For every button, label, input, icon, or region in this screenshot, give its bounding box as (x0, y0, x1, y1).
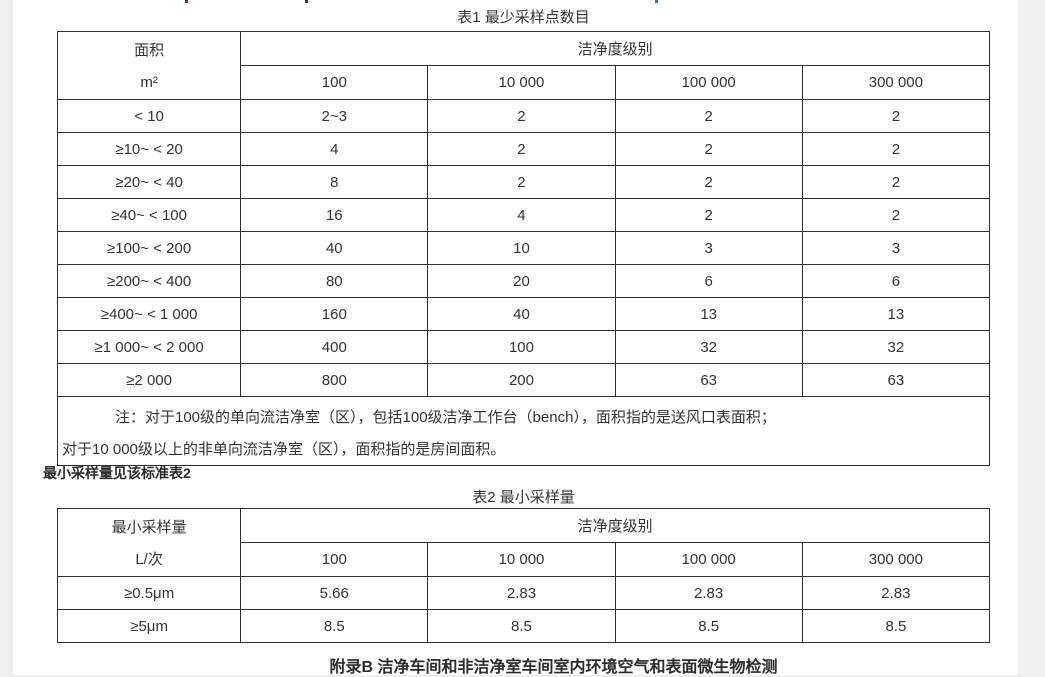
table1-row: ≥40~ < 100 16 4 2 2 (56, 198, 991, 232)
area-range-cell: ≥100~ < 200 (56, 231, 242, 265)
table1-row: ≥100~ < 200 40 10 3 3 (56, 231, 991, 265)
value-cell: 160 (240, 297, 429, 331)
value-cell: 32 (614, 330, 803, 364)
value-cell: 4 (427, 198, 616, 232)
table1-group-header: 洁净度级别 (240, 31, 990, 66)
table2-corner-line1: 最小采样量 (111, 519, 187, 536)
class-header-cell: 100 000 (614, 65, 803, 100)
area-range-cell: ≥400~ < 1 000 (56, 297, 242, 331)
area-range-cell: ≥1 000~ < 2 000 (56, 330, 242, 364)
value-cell: 32 (801, 330, 991, 364)
value-cell: 2.83 (614, 576, 803, 610)
class-header-cell: 100 (240, 542, 429, 577)
table1-row: ≥20~ < 40 8 2 2 2 (56, 165, 991, 199)
value-cell: 2 (614, 99, 803, 133)
value-cell: 2 (427, 165, 616, 199)
particle-size-cell: ≥0.5μm (56, 576, 242, 610)
value-cell: 8.5 (240, 609, 429, 643)
class-header-cell: 300 000 (801, 65, 991, 100)
table2-header-row-1: 最小采样量 L/次 洁净度级别 (56, 508, 990, 577)
value-cell: 3 (614, 231, 803, 265)
value-cell: 40 (240, 231, 429, 265)
value-cell: 2.83 (427, 576, 616, 610)
table1-header-row-1: 面积 m² 洁净度级别 (56, 31, 990, 100)
table1-title: 表1 最少采样点数目 (457, 9, 590, 26)
value-cell: 63 (801, 363, 991, 397)
table2-row: ≥0.5μm 5.66 2.83 2.83 2.83 (56, 576, 991, 610)
value-cell: 2 (427, 99, 616, 133)
value-cell: 63 (614, 363, 803, 397)
table1-sampling-points: 面积 m² 洁净度级别 100 10 000 100 000 300 000 <… (56, 31, 991, 466)
value-cell: 8.5 (801, 609, 991, 643)
value-cell: 2 (614, 165, 803, 199)
table1-row: < 10 2~3 2 2 2 (56, 99, 991, 133)
appendix-heading: 附录B 洁净车间和非洁净室车间室内环境空气和表面微生物检测 (329, 659, 778, 676)
table1-corner-line2: m² (140, 73, 158, 91)
class-header-cell: 100 (240, 65, 429, 100)
value-cell: 2 (801, 165, 991, 199)
table1-corner-line1: 面积 (134, 41, 165, 59)
table1-corner-cell: 面积 m² (56, 31, 242, 100)
value-cell: 13 (801, 297, 991, 331)
value-cell: 2 (801, 198, 991, 232)
value-cell: 2 (801, 132, 991, 166)
value-cell: 20 (427, 264, 616, 298)
class-header-cell: 300 000 (801, 542, 991, 577)
class-header-cell: 10 000 (427, 65, 616, 100)
note-line1: 注：对于100级的单向流洁净室（区），包括100级洁净工作台（bench），面积… (115, 409, 776, 426)
value-cell: 2 (427, 132, 616, 166)
table2-corner-cell: 最小采样量 L/次 (56, 508, 242, 577)
value-cell: 13 (614, 297, 803, 331)
table1-row: ≥10~ < 20 4 2 2 2 (56, 132, 991, 166)
note-line2: 对于10 000级以上的非单向流洁净室（区），面积指的是房间面积。 (62, 441, 506, 458)
table1-note-cell: 注：对于100级的单向流洁净室（区），包括100级洁净工作台（bench），面积… (57, 396, 990, 466)
value-cell: 2~3 (240, 99, 429, 133)
table1-row: ≥200~ < 400 80 20 6 6 (56, 264, 991, 298)
text-fragment-mark (185, 0, 188, 3)
value-cell: 200 (427, 363, 616, 397)
value-cell: 2 (614, 198, 803, 232)
value-cell: 8.5 (427, 609, 616, 643)
value-cell: 2 (614, 132, 803, 166)
value-cell: 16 (240, 198, 429, 232)
value-cell: 3 (801, 231, 991, 265)
value-cell: 2 (801, 99, 991, 133)
text-fragment-mark (305, 0, 308, 3)
value-cell: 2.83 (801, 576, 991, 610)
class-header-cell: 100 000 (614, 542, 803, 577)
value-cell: 400 (240, 330, 429, 364)
value-cell: 8.5 (614, 609, 803, 643)
table2-group-header: 洁净度级别 (240, 508, 990, 543)
area-range-cell: < 10 (56, 99, 242, 133)
table1-row: ≥1 000~ < 2 000 400 100 32 32 (56, 330, 991, 364)
area-range-cell: ≥20~ < 40 (56, 165, 242, 199)
value-cell: 4 (240, 132, 429, 166)
area-range-cell: ≥200~ < 400 (56, 264, 242, 298)
area-range-cell: ≥2 000 (56, 363, 242, 397)
particle-size-cell: ≥5μm (56, 609, 242, 643)
area-range-cell: ≥40~ < 100 (56, 198, 242, 232)
value-cell: 800 (240, 363, 429, 397)
value-cell: 40 (427, 297, 616, 331)
value-cell: 6 (614, 264, 803, 298)
text-fragment-mark (655, 0, 658, 3)
value-cell: 5.66 (240, 576, 429, 610)
class-header-cell: 10 000 (427, 542, 616, 577)
document-page: 表1 最少采样点数目 面积 m² 洁净度级别 100 10 000 100 00… (13, 0, 1018, 676)
value-cell: 6 (801, 264, 991, 298)
value-cell: 10 (427, 231, 616, 265)
table1-note-row: 注：对于100级的单向流洁净室（区），包括100级洁净工作台（bench），面积… (57, 396, 990, 466)
area-range-cell: ≥10~ < 20 (56, 132, 242, 166)
between-heading: 最小采样量见该标准表2 (43, 465, 191, 481)
value-cell: 100 (427, 330, 616, 364)
table2-row: ≥5μm 8.5 8.5 8.5 8.5 (56, 609, 991, 643)
value-cell: 8 (240, 165, 429, 199)
table2-title: 表2 最小采样量 (472, 489, 575, 506)
table1-row: ≥400~ < 1 000 160 40 13 13 (56, 297, 991, 331)
value-cell: 80 (240, 264, 429, 298)
table2-corner-line2: L/次 (135, 551, 163, 568)
table1-row: ≥2 000 800 200 63 63 (56, 363, 991, 397)
table2-sampling-volume: 最小采样量 L/次 洁净度级别 100 10 000 100 000 300 0… (56, 508, 991, 643)
